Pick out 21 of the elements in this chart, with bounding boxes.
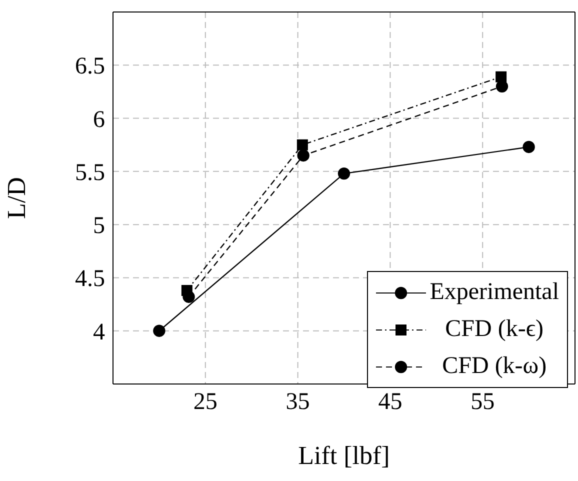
point [296,139,308,150]
x-tick-label: 45 [378,389,402,416]
legend-label: CFD (k-ϵ) [444,315,545,344]
point [522,140,535,154]
x-axis-title: Lift [lbf] [298,441,390,470]
y-tick-label: 6 [93,106,105,133]
point [297,149,310,162]
legend-label: CFD (k-ω) [441,352,548,381]
x-tick-label: 35 [286,389,310,416]
y-axis-title: L/D [2,177,32,219]
x-tick-label: 25 [193,389,218,416]
y-tick-label: 5 [93,213,105,240]
y-tick-label: 4 [93,319,105,346]
point [153,324,166,337]
y-tick-label: 6.5 [75,54,105,80]
legend-label: Experimental [430,278,559,307]
y-tick-label: 4.5 [75,266,105,292]
x-tick-label: 55 [470,389,495,416]
point [338,167,350,180]
point [182,290,195,303]
y-tick-label: 5.5 [75,160,105,186]
